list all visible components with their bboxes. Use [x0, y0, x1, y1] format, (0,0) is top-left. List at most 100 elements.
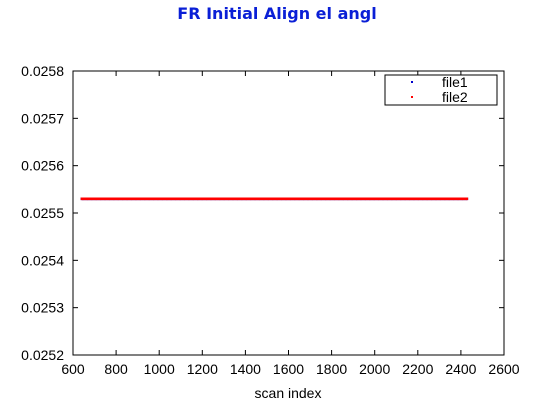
data-point: [178, 197, 182, 201]
data-point: [89, 197, 92, 201]
data-point: [394, 197, 398, 201]
data-point: [388, 197, 391, 201]
data-point: [132, 197, 135, 201]
data-point: [106, 197, 109, 201]
data-point: [330, 197, 333, 201]
data-point: [229, 197, 232, 201]
data-point: [370, 197, 373, 201]
data-point: [274, 197, 277, 201]
data-point: [434, 197, 438, 201]
data-point: [151, 197, 154, 201]
data-point: [326, 197, 329, 201]
data-point: [384, 197, 387, 201]
data-point: [322, 197, 325, 201]
data-point: [465, 197, 469, 201]
data-point: [354, 197, 357, 201]
data-point: [357, 197, 360, 201]
data-point: [112, 197, 116, 201]
data-point: [312, 197, 315, 201]
data-point: [454, 197, 457, 201]
legend-marker-file2: [411, 96, 413, 98]
data-point: [392, 197, 395, 201]
data-point: [292, 197, 295, 201]
data-point: [305, 197, 308, 201]
data-point: [282, 197, 285, 201]
data-point: [350, 197, 354, 201]
data-point: [449, 197, 452, 201]
data-point: [225, 197, 228, 201]
data-point: [184, 197, 187, 201]
data-point: [335, 197, 338, 201]
data-point: [437, 197, 440, 201]
data-point: [309, 197, 312, 201]
data-point: [396, 197, 399, 201]
data-point: [203, 197, 206, 201]
data-point: [379, 197, 382, 201]
data-point: [162, 197, 165, 201]
data-point: [456, 197, 460, 201]
data-point: [140, 197, 143, 201]
data-point: [266, 197, 270, 201]
data-point: [206, 197, 209, 201]
data-point: [346, 197, 350, 201]
data-point: [376, 197, 379, 201]
x-tick-label: 1200: [187, 361, 218, 377]
data-point: [275, 197, 279, 201]
axis-ticks: [72, 70, 505, 356]
data-point: [438, 197, 441, 201]
data-point: [334, 197, 337, 201]
data-point: [361, 197, 364, 201]
data-point: [332, 197, 335, 201]
data-point: [199, 197, 202, 201]
data-point: [105, 197, 108, 201]
data-point: [198, 197, 201, 201]
data-point: [337, 197, 341, 201]
data-point: [455, 197, 458, 201]
data-point: [306, 197, 310, 201]
data-point: [224, 197, 227, 201]
data-point: [458, 197, 461, 201]
data-point: [83, 197, 86, 201]
data-point: [143, 197, 147, 201]
data-point: [92, 197, 95, 201]
data-point: [397, 197, 400, 201]
data-point: [415, 197, 418, 201]
data-point: [212, 197, 215, 201]
data-point: [310, 197, 313, 201]
data-point: [138, 197, 142, 201]
data-point: [114, 197, 117, 201]
data-point: [129, 197, 132, 201]
data-point: [173, 197, 176, 201]
x-tick-label: 2600: [488, 361, 519, 377]
data-point: [356, 197, 359, 201]
data-point: [304, 197, 307, 201]
data-point: [436, 197, 439, 201]
data-point: [176, 197, 179, 201]
data-point: [196, 197, 200, 201]
y-tick-label: 0.0252: [21, 347, 64, 363]
data-point: [101, 197, 104, 201]
data-point: [453, 197, 456, 201]
data-point: [81, 197, 85, 201]
data-point: [252, 197, 255, 201]
data-point: [96, 197, 99, 201]
data-point: [423, 197, 426, 201]
data-point: [158, 197, 161, 201]
data-point: [269, 197, 272, 201]
data-point: [145, 197, 148, 201]
x-tick-label: 1600: [273, 361, 304, 377]
data-point: [299, 197, 302, 201]
data-point: [367, 197, 370, 201]
data-point: [325, 197, 328, 201]
x-tick-label: 2200: [402, 361, 433, 377]
data-point: [163, 197, 166, 201]
data-point: [103, 197, 107, 201]
data-point: [297, 197, 301, 201]
data-point: [279, 197, 282, 201]
data-point: [187, 197, 191, 201]
data-point: [251, 197, 254, 201]
y-tick-label: 0.0255: [21, 205, 64, 221]
data-point: [447, 197, 451, 201]
y-tick-label: 0.0256: [21, 158, 64, 174]
